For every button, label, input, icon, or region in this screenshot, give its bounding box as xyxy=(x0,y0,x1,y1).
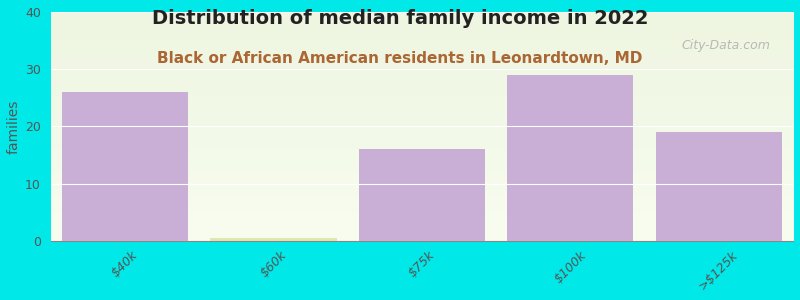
Bar xyxy=(210,238,337,241)
Bar xyxy=(358,149,485,241)
Text: Distribution of median family income in 2022: Distribution of median family income in … xyxy=(152,9,648,28)
Text: Black or African American residents in Leonardtown, MD: Black or African American residents in L… xyxy=(158,51,642,66)
Y-axis label: families: families xyxy=(7,99,21,154)
Bar xyxy=(507,75,634,241)
Bar xyxy=(62,92,188,241)
Bar xyxy=(656,132,782,241)
Text: City-Data.com: City-Data.com xyxy=(682,39,770,52)
